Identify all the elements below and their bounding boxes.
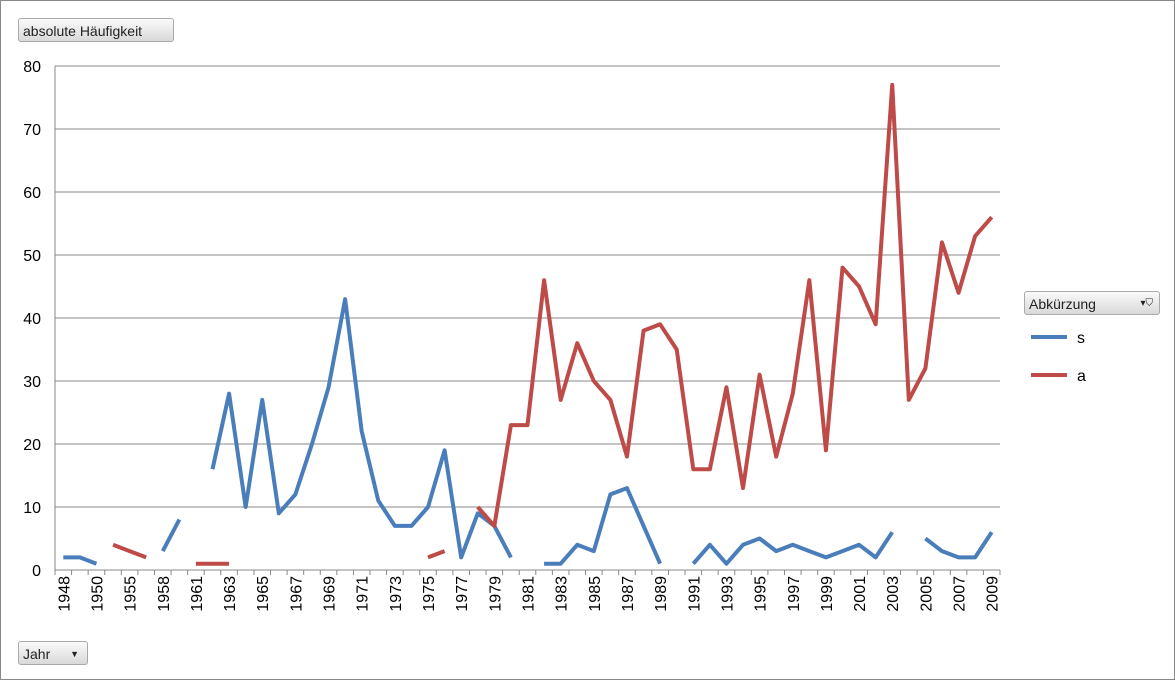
series-line xyxy=(63,297,994,566)
x-tick-label: 1967 xyxy=(288,576,305,612)
x-tick-label: 1961 xyxy=(189,576,206,612)
field-button[interactable]: Jahr ▼ xyxy=(18,641,88,665)
x-tick-label: 2009 xyxy=(985,576,1002,612)
x-tick-label: 1991 xyxy=(686,576,703,612)
x-tick-label: 1995 xyxy=(753,576,770,612)
y-tick-label: 70 xyxy=(23,122,41,139)
x-tick-label: 1997 xyxy=(786,576,803,612)
x-tick-label: 1981 xyxy=(521,576,538,612)
x-tick-label: 2007 xyxy=(952,576,969,612)
series-line xyxy=(112,82,994,566)
x-tick-label: 1999 xyxy=(819,576,836,612)
y-tick-label: 30 xyxy=(23,374,41,391)
field-button[interactable]: Abkürzung ▾⛉ xyxy=(1024,291,1160,315)
x-tick-label: 1977 xyxy=(454,576,471,612)
filter-icon[interactable]: ▾⛉ xyxy=(1140,298,1153,309)
x-tick-label: 1989 xyxy=(653,576,670,612)
x-tick-label: 2005 xyxy=(918,576,935,612)
x-tick-label: 1985 xyxy=(587,576,604,612)
x-tick-label: 1973 xyxy=(388,576,405,612)
dropdown-arrow[interactable]: ▼ xyxy=(70,649,79,659)
x-tick-label: 1963 xyxy=(222,576,239,612)
y-tick-label: 20 xyxy=(23,437,41,454)
x-tick-label: 1950 xyxy=(89,576,106,612)
x-tick-label: 2001 xyxy=(852,576,869,612)
x-tick-label: 2003 xyxy=(885,576,902,612)
x-tick-label: 1948 xyxy=(56,576,73,612)
x-tick-label: 1955 xyxy=(123,576,140,612)
x-tick-label: 1979 xyxy=(487,576,504,612)
x-tick-label: 1993 xyxy=(719,576,736,612)
x-tick-label: 1987 xyxy=(620,576,637,612)
legend-label: a xyxy=(1077,368,1086,385)
field-label: Jahr xyxy=(23,646,51,662)
y-tick-label: 0 xyxy=(32,563,41,580)
x-tick-label: 1969 xyxy=(322,576,339,612)
y-tick-label: 80 xyxy=(23,59,41,76)
x-tick-label: 1983 xyxy=(554,576,571,612)
x-tick-label: 1965 xyxy=(255,576,272,612)
x-tick-label: 1971 xyxy=(355,576,372,612)
y-tick-label: 50 xyxy=(23,248,41,265)
x-tick-label: 1975 xyxy=(421,576,438,612)
legend-label: s xyxy=(1077,330,1085,347)
y-tick-label: 40 xyxy=(23,311,41,328)
field-label: Abkürzung xyxy=(1029,296,1096,312)
y-tick-label: 60 xyxy=(23,185,41,202)
y-tick-label: 10 xyxy=(23,500,41,517)
x-tick-label: 1958 xyxy=(156,576,173,612)
field-button[interactable]: absolute Häufigkeit xyxy=(18,18,174,42)
